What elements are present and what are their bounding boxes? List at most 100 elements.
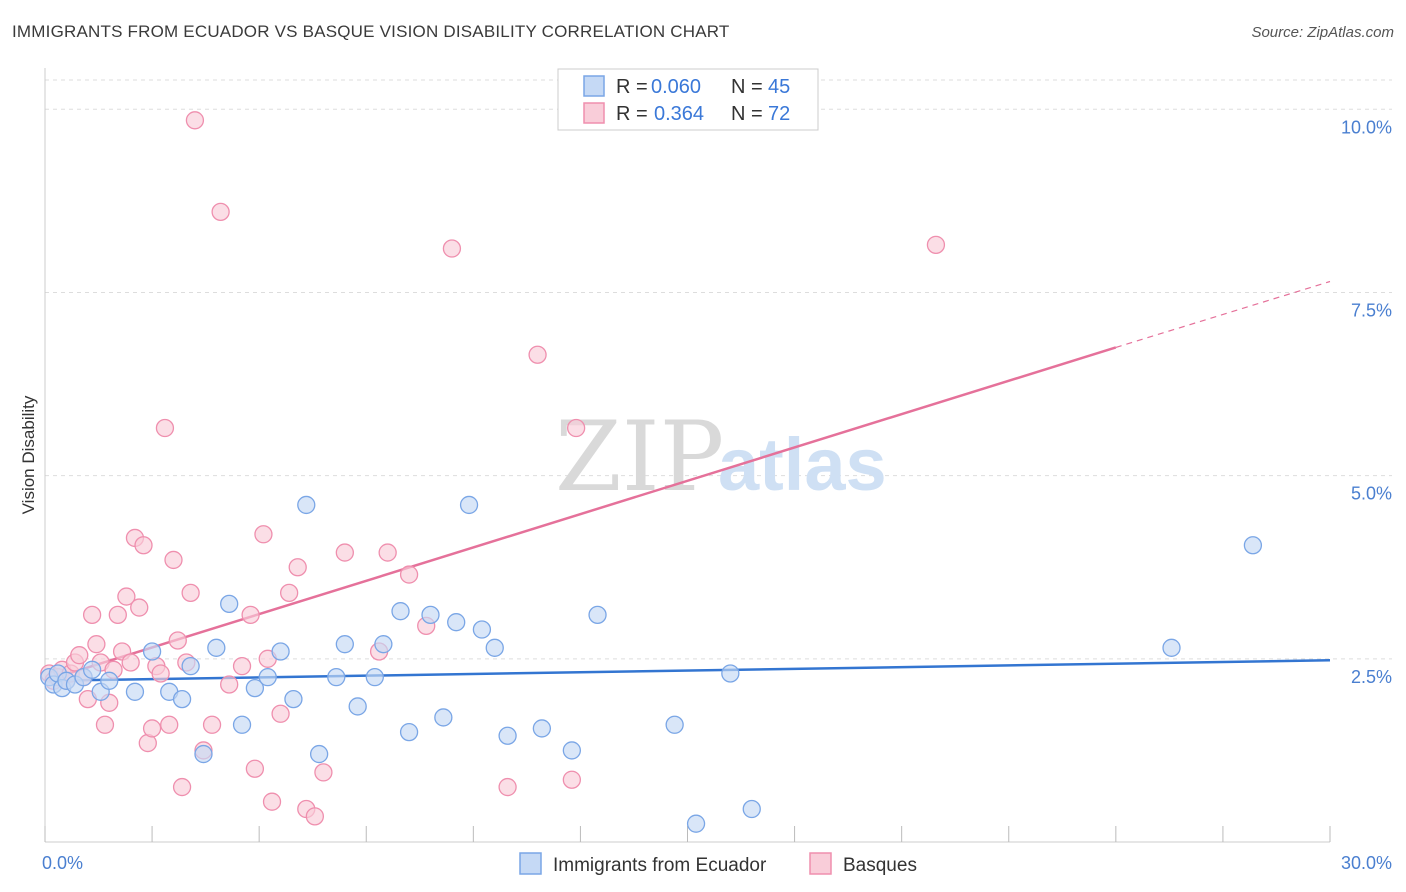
- chart-title: IMMIGRANTS FROM ECUADOR VS BASQUE VISION…: [12, 22, 730, 41]
- chart-source: Source: ZipAtlas.com: [1251, 24, 1394, 41]
- point-basques-59: [562, 770, 581, 789]
- watermark: ZIP atlas: [555, 401, 887, 513]
- point-ecuador-40: [562, 741, 581, 760]
- bottom-legend-label-ecuador: Immigrants from Ecuador: [553, 855, 767, 876]
- point-ecuador-19: [245, 678, 265, 698]
- point-ecuador-11: [142, 642, 162, 661]
- y-tick-label-2: 7.5%: [1351, 300, 1392, 320]
- bottom-legend-swatch-pink: [809, 852, 832, 875]
- y-tick-label-3: 10.0%: [1341, 117, 1392, 137]
- bottom-legend: Immigrants from Ecuador Basques: [519, 852, 917, 876]
- point-basques-40: [241, 605, 260, 625]
- point-basques-7: [70, 646, 89, 665]
- point-basques-34: [185, 111, 205, 130]
- point-basques-53: [378, 543, 397, 562]
- point-basques-41: [245, 759, 265, 778]
- grid-lines: [45, 79, 1392, 660]
- y-axis-label: Vision Disability: [19, 395, 38, 514]
- point-ecuador-31: [399, 722, 419, 742]
- point-basques-38: [220, 675, 239, 694]
- point-basques-45: [271, 704, 290, 723]
- point-ecuador-18: [232, 715, 252, 734]
- point-ecuador-10: [125, 682, 145, 701]
- point-basques-33: [181, 583, 200, 603]
- point-ecuador-24: [309, 744, 329, 764]
- legend-swatch-blue: [583, 75, 605, 97]
- legend-n-value-1: 45: [768, 76, 790, 98]
- legend: R = 0.060 N = 45 R = 0.364 N = 72: [557, 68, 819, 131]
- point-basques-10: [82, 605, 102, 625]
- bottom-legend-label-basques: Basques: [843, 855, 917, 876]
- point-basques-16: [108, 605, 127, 625]
- point-ecuador-43: [686, 814, 706, 833]
- point-basques-13: [95, 715, 115, 734]
- point-ecuador-14: [181, 657, 200, 676]
- watermark-zip: ZIP: [555, 401, 724, 513]
- point-ecuador-33: [434, 708, 453, 727]
- point-ecuador-41: [588, 605, 607, 625]
- point-basques-49: [305, 807, 325, 826]
- point-ecuador-21: [271, 642, 290, 661]
- point-basques-28: [160, 715, 179, 734]
- point-ecuador-16: [207, 638, 226, 657]
- trend-lines: [44, 280, 1331, 683]
- trend-line-basques: [44, 346, 1117, 683]
- point-ecuador-20: [258, 667, 277, 687]
- point-basques-29: [164, 550, 183, 570]
- watermark-atlas: atlas: [718, 423, 887, 506]
- point-basques-57: [498, 777, 517, 797]
- point-basques-60: [566, 418, 586, 438]
- point-ecuador-45: [742, 799, 761, 819]
- point-basques-58: [528, 345, 547, 364]
- point-ecuador-44: [721, 664, 740, 683]
- point-ecuador-34: [447, 613, 466, 632]
- point-ecuador-9: [100, 671, 119, 690]
- point-basques-47: [288, 558, 307, 577]
- point-basques-24: [142, 719, 162, 738]
- point-basques-22: [134, 536, 153, 555]
- point-basques-21: [130, 598, 149, 617]
- legend-r-value-1: 0.060: [651, 76, 701, 98]
- point-basques-26: [151, 664, 170, 683]
- point-ecuador-32: [421, 605, 440, 625]
- point-basques-42: [254, 525, 273, 544]
- point-basques-37: [211, 202, 230, 222]
- point-ecuador-23: [297, 495, 316, 515]
- point-ecuador-39: [532, 719, 552, 738]
- legend-r-value-2: 0.364: [654, 103, 704, 125]
- point-basques-27: [155, 418, 175, 438]
- point-basques-54: [399, 565, 419, 584]
- x-tick-label-1: 30.0%: [1341, 853, 1392, 873]
- legend-r-label-1: R =: [616, 76, 648, 98]
- point-ecuador-7: [82, 660, 102, 679]
- y-tick-label-0: 2.5%: [1351, 667, 1392, 687]
- point-basques-61: [926, 235, 946, 255]
- point-ecuador-29: [374, 635, 393, 654]
- point-ecuador-36: [472, 620, 492, 639]
- point-ecuador-26: [335, 635, 354, 654]
- y-tick-label-1: 5.0%: [1351, 484, 1392, 504]
- point-ecuador-47: [1243, 536, 1263, 555]
- point-basques-30: [168, 631, 187, 650]
- axes: [44, 68, 1331, 843]
- trend-line-basques-extension: [1115, 280, 1331, 349]
- data-points: [40, 111, 1263, 833]
- point-ecuador-25: [327, 667, 346, 687]
- tick-labels: 2.5% 5.0% 7.5% 10.0% 0.0% 30.0%: [42, 117, 1392, 873]
- point-ecuador-22: [284, 689, 303, 709]
- point-ecuador-15: [194, 744, 213, 764]
- point-ecuador-38: [498, 726, 517, 745]
- point-basques-51: [335, 543, 354, 562]
- point-ecuador-13: [172, 689, 192, 709]
- point-basques-56: [442, 239, 462, 258]
- point-basques-18: [117, 587, 136, 606]
- point-basques-36: [202, 715, 222, 734]
- point-ecuador-30: [391, 602, 410, 621]
- legend-r-label-2: R =: [616, 103, 648, 125]
- legend-n-label-1: N =: [731, 76, 763, 98]
- x-tick-label-0: 0.0%: [42, 853, 83, 873]
- legend-n-label-2: N =: [731, 103, 763, 125]
- point-ecuador-46: [1162, 638, 1181, 657]
- point-basques-11: [87, 635, 106, 654]
